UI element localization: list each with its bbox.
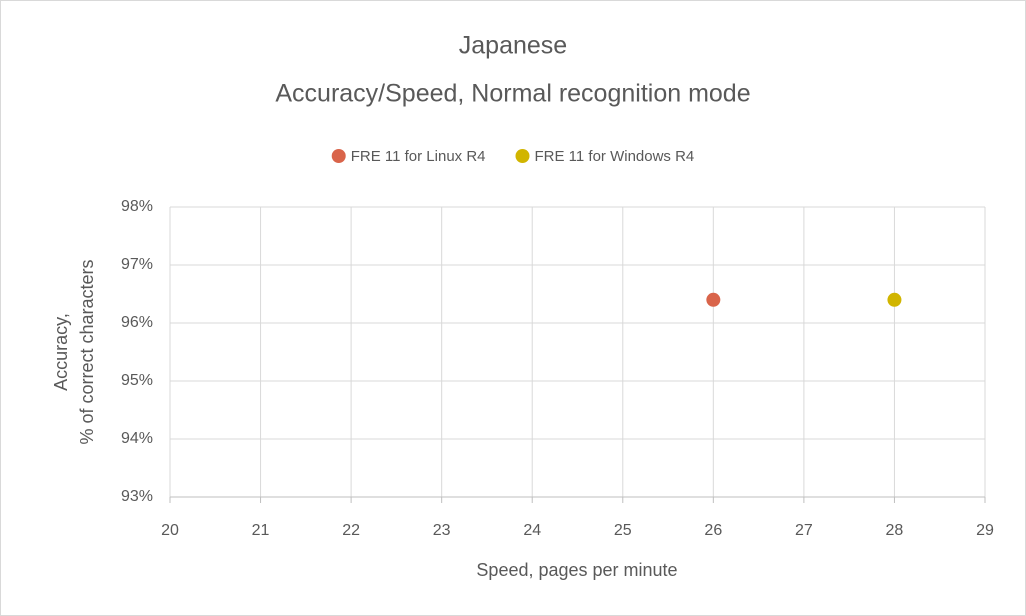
- x-tick-label: 27: [795, 522, 813, 539]
- y-axis-label: Accuracy,: [51, 313, 71, 391]
- legend-marker: [515, 149, 530, 163]
- x-tick-label: 26: [704, 522, 722, 539]
- y-tick-label: 98%: [121, 198, 153, 215]
- y-axis-label: % of correct characters: [77, 259, 97, 444]
- x-tick-label: 21: [252, 522, 270, 539]
- x-tick-label: 24: [523, 522, 541, 539]
- legend-label: FRE 11 for Windows R4: [535, 148, 695, 165]
- legend-label: FRE 11 for Linux R4: [351, 148, 486, 165]
- chart-subtitle: Accuracy/Speed, Normal recognition mode: [275, 80, 750, 108]
- x-tick-label: 29: [976, 522, 994, 539]
- x-axis-label: Speed, pages per minute: [476, 560, 677, 580]
- x-tick-label: 25: [614, 522, 632, 539]
- y-tick-label: 96%: [121, 314, 153, 331]
- y-tick-label: 94%: [121, 430, 153, 447]
- x-tick-label: 22: [342, 522, 360, 539]
- x-tick-label: 20: [161, 522, 179, 539]
- y-tick-label: 93%: [121, 488, 153, 505]
- legend-marker: [331, 149, 346, 163]
- y-tick-label: 95%: [121, 372, 153, 389]
- chart-title: Japanese: [459, 32, 567, 60]
- x-tick-label: 23: [433, 522, 451, 539]
- point: [887, 292, 902, 307]
- point: [706, 292, 721, 307]
- y-tick-label: 97%: [121, 256, 153, 273]
- x-tick-label: 28: [886, 522, 904, 539]
